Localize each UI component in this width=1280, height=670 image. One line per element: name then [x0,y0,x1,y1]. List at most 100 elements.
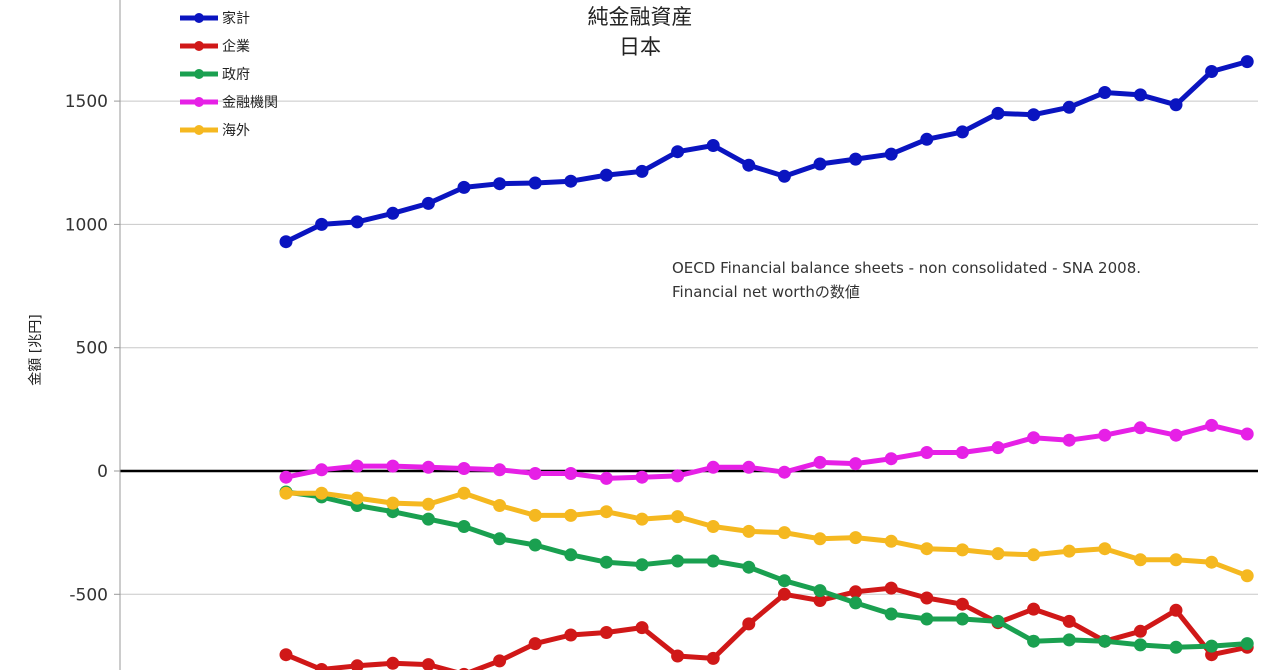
data-point [599,471,613,485]
y-tick-label: 1000 [65,215,108,235]
data-point [991,106,1005,120]
data-point [742,158,756,172]
data-point [884,147,898,161]
data-point [671,510,685,524]
data-point [279,648,293,662]
y-axis: -500 0 500 1000 1500 [65,0,121,670]
data-point [1205,555,1219,569]
legend-marker [194,125,204,135]
data-point [1062,433,1076,447]
data-point [671,554,685,568]
series-line [285,422,1248,481]
data-point [742,460,756,474]
data-point [1240,637,1254,651]
data-point [635,164,649,178]
data-point [706,460,720,474]
data-point [706,554,720,568]
data-point [315,663,329,670]
data-point [955,543,969,557]
data-point [1240,55,1254,69]
data-point [1062,614,1076,628]
data-point [528,637,542,651]
legend-label: 家計 [222,10,250,27]
data-point [528,538,542,552]
series-1 [279,55,1254,249]
legend-item: 金融機関 [180,95,278,111]
data-point [599,555,613,569]
legend-item: 企業 [180,38,250,55]
data-point [849,585,863,599]
data-point [1027,634,1041,648]
series-line [285,489,1248,650]
data-point [849,457,863,471]
legend-marker [194,13,204,23]
data-point [777,587,791,601]
y-axis-label: 金額 [兆円] [28,314,44,385]
data-point [599,168,613,182]
data-point [350,659,364,670]
data-point [1205,65,1219,78]
series-3 [279,485,1254,654]
data-point [1098,634,1112,648]
legend-item: 家計 [180,10,250,27]
data-point [1098,428,1112,442]
data-point [350,459,364,473]
data-point [777,169,791,183]
data-point [457,462,471,475]
legend-label: 金融機関 [222,95,278,111]
data-point [884,452,898,466]
data-point [421,460,435,474]
legend-label: 政府 [222,67,250,83]
y-tick-label: 500 [76,339,108,359]
chart-subtitle: 日本 [619,35,661,59]
data-point [1027,548,1041,562]
legend-item: 政府 [180,67,250,83]
y-tick-label: -500 [69,585,108,605]
data-point [635,470,649,484]
data-point [421,658,435,670]
data-point [315,486,329,500]
data-point [457,486,471,500]
data-point [991,614,1005,628]
data-point [528,467,542,480]
data-point [955,597,969,611]
data-point [742,524,756,538]
data-point [1133,421,1147,435]
data-point [350,215,364,229]
data-point [635,621,649,635]
data-point [742,617,756,631]
data-point [706,520,720,533]
data-point [813,532,827,546]
data-point [493,463,507,477]
data-point [1133,553,1147,567]
source-note-line-1: OECD Financial balance sheets - non cons… [672,259,1141,277]
data-point [1205,639,1219,653]
data-point [279,235,293,249]
data-point [955,125,969,139]
data-point [777,526,791,540]
chart-title: 純金融資産 [588,5,693,29]
data-point [1169,640,1183,654]
data-point [635,558,649,572]
y-tick-label: 1500 [65,92,108,112]
data-point [386,496,400,510]
data-point [849,531,863,545]
data-point [706,651,720,665]
data-point [1062,544,1076,558]
legend-marker [194,41,204,51]
data-point [884,607,898,621]
data-point [884,581,898,595]
data-point [1169,428,1183,442]
data-point [564,628,578,642]
legend-label: 海外 [222,123,250,139]
data-point [777,574,791,588]
data-point [920,542,934,556]
data-point [849,596,863,610]
data-point [1027,431,1041,445]
data-point [421,497,435,511]
y-tick-label: 0 [97,462,108,482]
data-point [813,157,827,171]
data-point [315,217,329,231]
data-point [991,547,1005,561]
